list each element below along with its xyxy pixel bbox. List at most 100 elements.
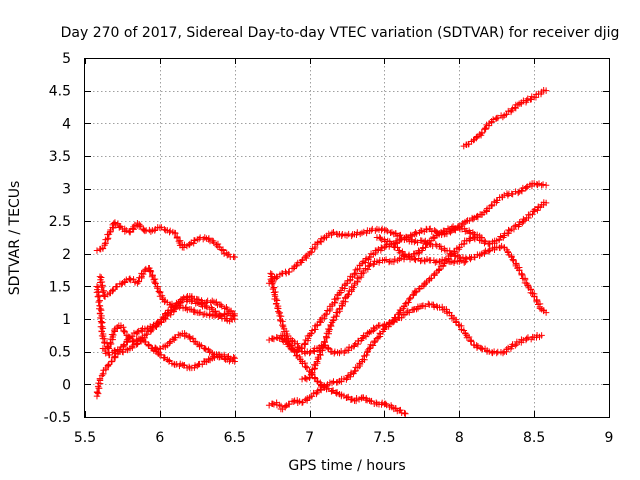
data-point	[499, 349, 507, 357]
data-point	[339, 230, 346, 238]
data-point	[400, 252, 407, 259]
data-point	[419, 245, 426, 252]
data-point	[303, 364, 311, 371]
data-point	[120, 327, 127, 335]
data-point	[97, 314, 104, 322]
y-tick-label: 1	[62, 312, 71, 328]
data-point	[273, 297, 281, 304]
data-point	[183, 294, 190, 301]
data-point	[370, 324, 377, 332]
data-point	[302, 396, 309, 403]
data-point	[108, 358, 116, 365]
data-point	[510, 257, 517, 264]
data-point	[493, 349, 500, 357]
data-point	[151, 278, 158, 286]
data-point	[271, 293, 279, 300]
data-point	[316, 348, 323, 356]
data-point	[390, 258, 398, 266]
data-point	[334, 379, 342, 386]
data-point	[110, 224, 117, 232]
data-point	[368, 397, 375, 405]
data-point	[156, 319, 164, 326]
y-tick-label: 4.5	[49, 84, 71, 100]
data-point	[182, 304, 190, 311]
series-track-n	[460, 86, 550, 150]
data-point	[123, 227, 130, 234]
data-point	[286, 268, 293, 276]
data-point	[302, 363, 309, 371]
data-point	[519, 219, 526, 227]
data-point	[481, 250, 488, 257]
data-point	[534, 207, 541, 214]
y-tick-label: 2	[62, 247, 71, 263]
data-point	[270, 401, 278, 408]
data-point	[411, 287, 419, 295]
data-point	[407, 231, 415, 239]
data-point	[121, 279, 129, 286]
data-point	[142, 265, 150, 273]
data-point	[514, 101, 521, 109]
data-point	[478, 234, 485, 241]
data-point	[325, 345, 332, 352]
data-point	[404, 307, 411, 315]
x-tick-label: 7	[305, 430, 314, 446]
data-point	[319, 383, 327, 391]
data-point	[494, 114, 502, 122]
data-point	[518, 271, 525, 279]
data-point	[516, 267, 523, 274]
data-point	[486, 240, 493, 248]
data-point	[542, 199, 550, 207]
data-point	[330, 378, 337, 385]
data-point	[110, 331, 117, 339]
data-point	[302, 375, 309, 382]
data-point	[322, 310, 330, 318]
data-point	[433, 302, 441, 310]
data-point	[94, 293, 102, 300]
data-point	[383, 241, 390, 249]
x-tick-label: 9	[605, 430, 614, 446]
data-point	[397, 406, 404, 414]
data-point	[411, 255, 418, 263]
data-point	[198, 342, 205, 349]
data-point	[382, 226, 390, 234]
data-point	[325, 325, 332, 333]
data-point	[542, 309, 550, 316]
data-point	[486, 247, 493, 254]
data-point	[116, 224, 123, 231]
series-track-a	[93, 219, 238, 261]
data-point	[274, 304, 281, 312]
data-point	[287, 345, 295, 352]
data-point	[489, 116, 497, 123]
data-point	[539, 181, 547, 188]
data-point	[468, 338, 475, 345]
data-point	[366, 345, 373, 352]
data-point	[435, 266, 443, 273]
data-point	[413, 230, 420, 237]
data-point	[377, 235, 384, 242]
data-point	[533, 298, 540, 305]
data-point	[221, 355, 228, 362]
data-point	[130, 329, 138, 337]
data-point	[437, 228, 445, 236]
x-tick-label: 6	[155, 430, 164, 446]
data-point	[293, 262, 300, 270]
data-point	[504, 248, 511, 255]
data-point	[93, 247, 101, 254]
data-point	[523, 184, 530, 191]
data-point	[98, 307, 105, 314]
data-point	[141, 227, 149, 235]
x-tick-label: 6.5	[224, 430, 246, 446]
series-track-m	[373, 233, 469, 267]
data-point	[308, 369, 315, 377]
x-tick-label: 8	[455, 430, 464, 446]
data-point	[205, 355, 212, 363]
data-point	[133, 341, 140, 348]
data-point	[443, 230, 451, 238]
data-point	[143, 330, 150, 338]
data-point	[213, 351, 220, 358]
data-point	[307, 330, 315, 338]
data-point	[205, 346, 212, 353]
data-point	[320, 342, 327, 349]
data-point	[406, 295, 413, 303]
data-point	[129, 344, 136, 352]
